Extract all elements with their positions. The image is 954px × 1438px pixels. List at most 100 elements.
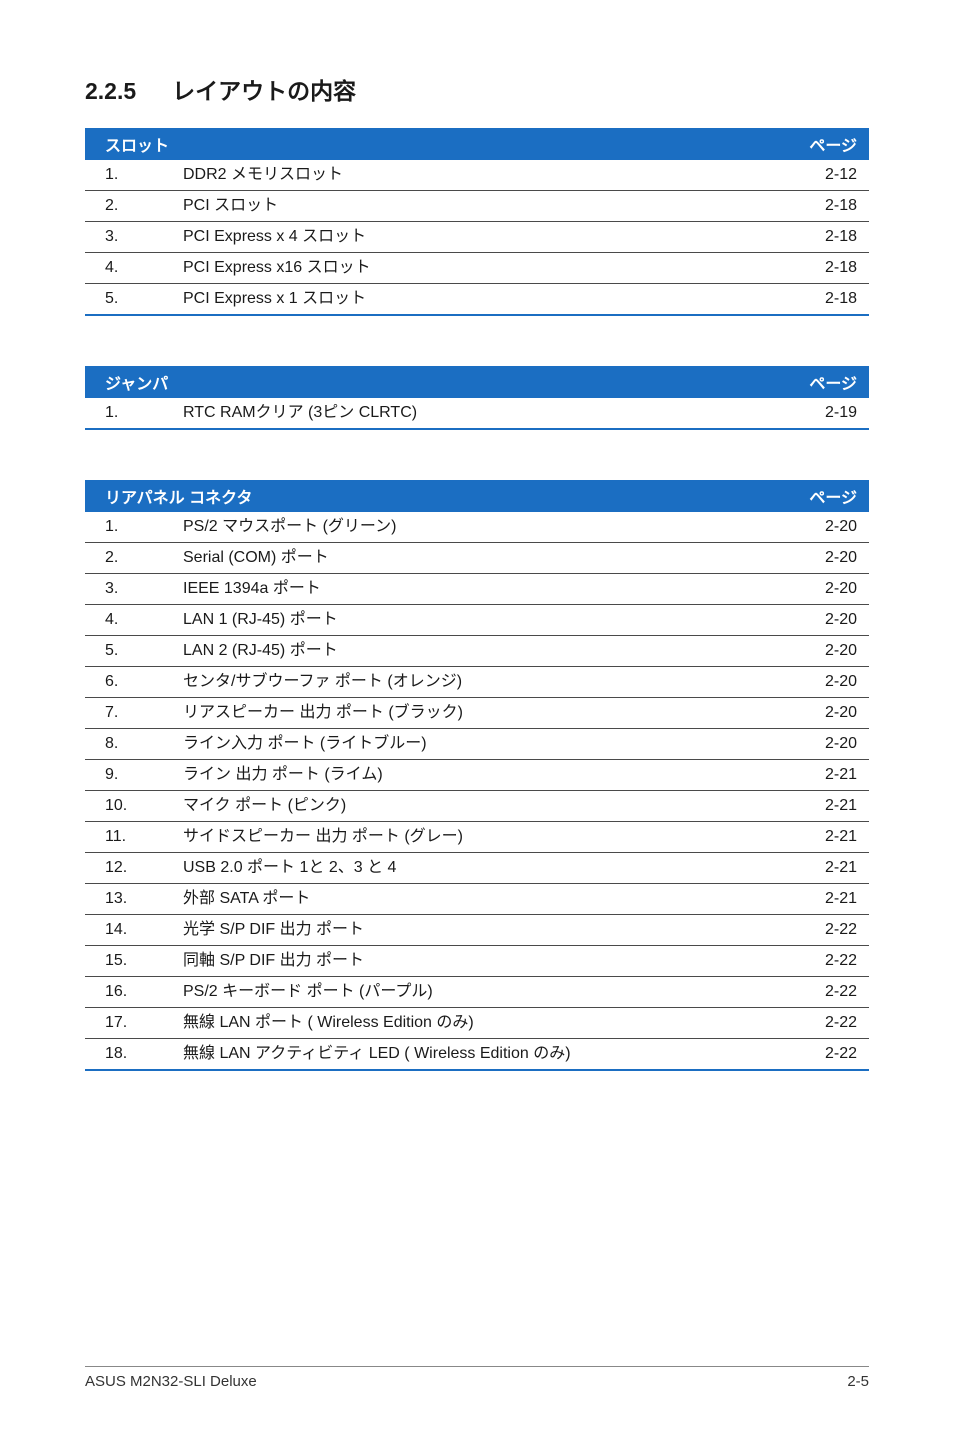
- footer-left: ASUS M2N32-SLI Deluxe: [85, 1373, 257, 1390]
- row-page: 2-18: [789, 284, 869, 316]
- row-label: DDR2 メモリスロット: [163, 160, 789, 191]
- row-index: 4.: [85, 253, 163, 284]
- table-row: 3.PCI Express x 4 スロット2-18: [85, 222, 869, 253]
- row-label: 無線 LAN アクティビティ LED ( Wireless Edition のみ…: [163, 1039, 789, 1071]
- row-page: 2-22: [789, 946, 869, 977]
- row-index: 10.: [85, 791, 163, 822]
- row-index: 4.: [85, 605, 163, 636]
- row-label: PCI Express x16 スロット: [163, 253, 789, 284]
- row-label: センタ/サブウーファ ポート (オレンジ): [163, 667, 789, 698]
- row-label: 同軸 S/P DIF 出力 ポート: [163, 946, 789, 977]
- row-index: 2.: [85, 543, 163, 574]
- table-row: 6.センタ/サブウーファ ポート (オレンジ)2-20: [85, 667, 869, 698]
- row-label: PS/2 キーボード ポート (パープル): [163, 977, 789, 1008]
- row-index: 13.: [85, 884, 163, 915]
- table-row: 5.LAN 2 (RJ-45) ポート2-20: [85, 636, 869, 667]
- row-index: 3.: [85, 222, 163, 253]
- row-label: USB 2.0 ポート 1と 2、3 と 4: [163, 853, 789, 884]
- table-row: 1.RTC RAMクリア (3ピン CLRTC)2-19: [85, 398, 869, 429]
- table-header-left: スロット: [85, 128, 789, 160]
- row-label: PCI Express x 1 スロット: [163, 284, 789, 316]
- row-page: 2-21: [789, 884, 869, 915]
- row-label: LAN 1 (RJ-45) ポート: [163, 605, 789, 636]
- row-page: 2-20: [789, 698, 869, 729]
- row-index: 1.: [85, 160, 163, 191]
- row-label: PCI Express x 4 スロット: [163, 222, 789, 253]
- table: リアパネル コネクタページ1.PS/2 マウスポート (グリーン)2-202.S…: [85, 480, 869, 1071]
- row-index: 16.: [85, 977, 163, 1008]
- row-label: LAN 2 (RJ-45) ポート: [163, 636, 789, 667]
- row-page: 2-20: [789, 512, 869, 543]
- row-page: 2-22: [789, 1008, 869, 1039]
- table-row: 1.PS/2 マウスポート (グリーン)2-20: [85, 512, 869, 543]
- row-index: 2.: [85, 191, 163, 222]
- row-page: 2-20: [789, 543, 869, 574]
- row-index: 18.: [85, 1039, 163, 1071]
- row-index: 14.: [85, 915, 163, 946]
- table-row: 5.PCI Express x 1 スロット2-18: [85, 284, 869, 316]
- row-index: 6.: [85, 667, 163, 698]
- row-label: RTC RAMクリア (3ピン CLRTC): [163, 398, 789, 429]
- row-index: 5.: [85, 284, 163, 316]
- row-index: 5.: [85, 636, 163, 667]
- section-title: レイアウトの内容: [172, 78, 356, 104]
- row-page: 2-18: [789, 222, 869, 253]
- row-page: 2-20: [789, 636, 869, 667]
- table-header-right: ページ: [789, 128, 869, 160]
- row-page: 2-19: [789, 398, 869, 429]
- table-row: 10.マイク ポート (ピンク)2-21: [85, 791, 869, 822]
- row-label: 外部 SATA ポート: [163, 884, 789, 915]
- row-index: 1.: [85, 512, 163, 543]
- row-label: ライン 出力 ポート (ライム): [163, 760, 789, 791]
- table-header-right: ページ: [789, 480, 869, 512]
- row-page: 2-12: [789, 160, 869, 191]
- section-heading: 2.2.5 レイアウトの内容: [85, 72, 869, 106]
- row-page: 2-22: [789, 1039, 869, 1071]
- table-row: 16.PS/2 キーボード ポート (パープル)2-22: [85, 977, 869, 1008]
- row-page: 2-18: [789, 253, 869, 284]
- row-label: マイク ポート (ピンク): [163, 791, 789, 822]
- row-index: 11.: [85, 822, 163, 853]
- table-row: 7.リアスピーカー 出力 ポート (ブラック)2-20: [85, 698, 869, 729]
- data-table: ジャンパページ1.RTC RAMクリア (3ピン CLRTC)2-19: [85, 366, 869, 430]
- row-page: 2-20: [789, 729, 869, 760]
- table-row: 2.Serial (COM) ポート2-20: [85, 543, 869, 574]
- page-footer: ASUS M2N32-SLI Deluxe 2-5: [85, 1366, 869, 1390]
- footer-right: 2-5: [847, 1373, 869, 1390]
- row-index: 7.: [85, 698, 163, 729]
- row-page: 2-20: [789, 667, 869, 698]
- data-table: リアパネル コネクタページ1.PS/2 マウスポート (グリーン)2-202.S…: [85, 480, 869, 1071]
- row-page: 2-21: [789, 822, 869, 853]
- row-label: PCI スロット: [163, 191, 789, 222]
- row-page: 2-20: [789, 605, 869, 636]
- table-row: 3.IEEE 1394a ポート2-20: [85, 574, 869, 605]
- table-row: 13.外部 SATA ポート2-21: [85, 884, 869, 915]
- table: ジャンパページ1.RTC RAMクリア (3ピン CLRTC)2-19: [85, 366, 869, 430]
- row-index: 12.: [85, 853, 163, 884]
- table-row: 4.PCI Express x16 スロット2-18: [85, 253, 869, 284]
- row-label: 光学 S/P DIF 出力 ポート: [163, 915, 789, 946]
- table-row: 11.サイドスピーカー 出力 ポート (グレー)2-21: [85, 822, 869, 853]
- row-label: ライン入力 ポート (ライトブルー): [163, 729, 789, 760]
- row-label: Serial (COM) ポート: [163, 543, 789, 574]
- row-label: 無線 LAN ポート ( Wireless Edition のみ): [163, 1008, 789, 1039]
- table-row: 15.同軸 S/P DIF 出力 ポート2-22: [85, 946, 869, 977]
- table-row: 1.DDR2 メモリスロット2-12: [85, 160, 869, 191]
- table-row: 17.無線 LAN ポート ( Wireless Edition のみ)2-22: [85, 1008, 869, 1039]
- row-page: 2-22: [789, 915, 869, 946]
- table-header-right: ページ: [789, 366, 869, 398]
- row-label: リアスピーカー 出力 ポート (ブラック): [163, 698, 789, 729]
- row-page: 2-21: [789, 791, 869, 822]
- row-index: 15.: [85, 946, 163, 977]
- table-header-left: リアパネル コネクタ: [85, 480, 789, 512]
- row-label: サイドスピーカー 出力 ポート (グレー): [163, 822, 789, 853]
- row-index: 1.: [85, 398, 163, 429]
- row-index: 17.: [85, 1008, 163, 1039]
- table-row: 4.LAN 1 (RJ-45) ポート2-20: [85, 605, 869, 636]
- table-row: 9.ライン 出力 ポート (ライム)2-21: [85, 760, 869, 791]
- data-table: スロットページ1.DDR2 メモリスロット2-122.PCI スロット2-183…: [85, 128, 869, 316]
- row-page: 2-22: [789, 977, 869, 1008]
- section-number: 2.2.5: [85, 78, 136, 104]
- row-page: 2-18: [789, 191, 869, 222]
- row-page: 2-21: [789, 853, 869, 884]
